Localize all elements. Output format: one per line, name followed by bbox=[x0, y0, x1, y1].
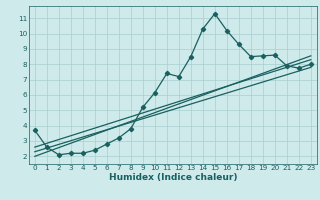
X-axis label: Humidex (Indice chaleur): Humidex (Indice chaleur) bbox=[108, 173, 237, 182]
